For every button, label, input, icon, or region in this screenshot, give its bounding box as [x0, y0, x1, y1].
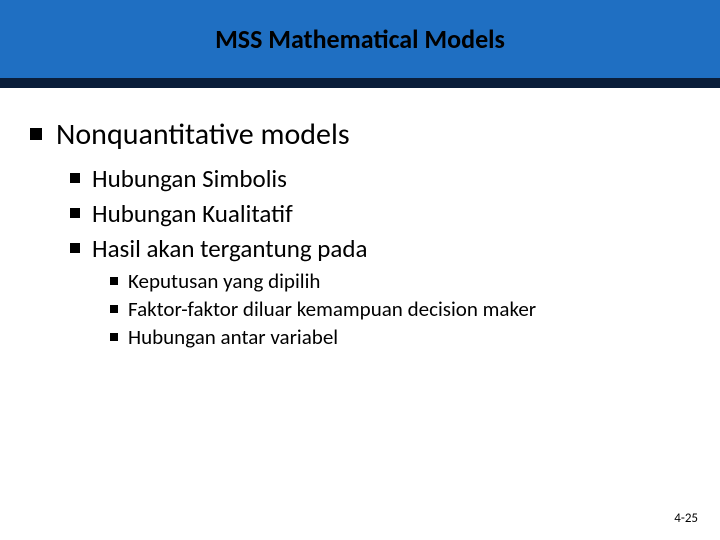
bullet-level2: Hasil akan tergantung pada	[70, 233, 690, 264]
bullet-level1: Nonquantitative models	[30, 116, 690, 153]
bullet-text: Keputusan yang dipilih	[128, 268, 320, 294]
square-bullet-icon	[110, 333, 118, 341]
square-bullet-icon	[70, 243, 80, 253]
bullet-level3: Keputusan yang dipilih	[110, 268, 690, 294]
bullet-text: Hasil akan tergantung pada	[92, 233, 368, 264]
bullet-text: Hubungan antar variabel	[128, 324, 338, 350]
slide-title: MSS Mathematical Models	[215, 23, 505, 55]
square-bullet-icon	[70, 173, 80, 183]
bullet-text: Nonquantitative models	[56, 116, 350, 153]
bullet-level3: Faktor-faktor diluar kemampuan decision …	[110, 296, 690, 322]
square-bullet-icon	[70, 208, 80, 218]
slide-body: Nonquantitative models Hubungan Simbolis…	[0, 88, 720, 350]
bullet-text: Hubungan Simbolis	[92, 163, 287, 194]
bullet-text: Faktor-faktor diluar kemampuan decision …	[128, 296, 536, 322]
bullet-level2: Hubungan Simbolis	[70, 163, 690, 194]
square-bullet-icon	[30, 128, 42, 140]
bullet-text: Hubungan Kualitatif	[92, 198, 293, 229]
square-bullet-icon	[110, 277, 118, 285]
square-bullet-icon	[110, 305, 118, 313]
bullet-level2: Hubungan Kualitatif	[70, 198, 690, 229]
bullet-level3: Hubungan antar variabel	[110, 324, 690, 350]
page-number: 4-25	[674, 511, 698, 526]
accent-bar	[0, 78, 720, 88]
title-banner: MSS Mathematical Models	[0, 0, 720, 78]
